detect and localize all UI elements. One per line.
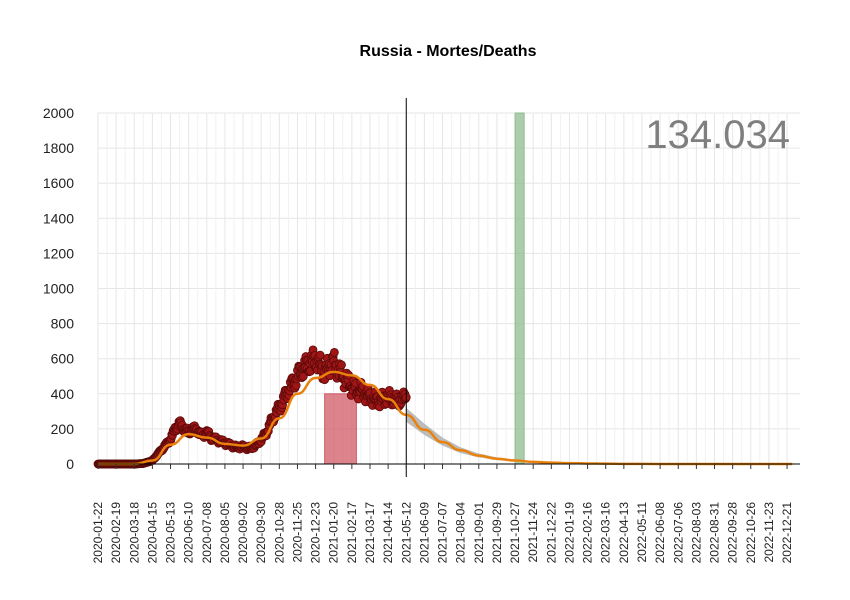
shaded-regions	[324, 112, 525, 465]
x-tick-label: 2022-08-03	[689, 502, 703, 564]
y-tick-label: 800	[51, 316, 75, 332]
daily-death-point	[315, 350, 325, 360]
x-tick-label: 2021-03-17	[363, 502, 377, 564]
y-tick-label: 2000	[43, 105, 74, 121]
x-tick-label: 2021-10-27	[508, 502, 522, 564]
x-tick-label: 2020-04-15	[145, 502, 159, 564]
fitted-curve-series	[97, 370, 793, 466]
x-tick-label: 2020-01-22	[91, 502, 105, 564]
x-tick-labels: 2020-01-22 2020-02-19 2020-03-18 2020-04-15…	[91, 464, 794, 563]
x-tick-label: 2022-02-16	[581, 502, 595, 564]
shaded-region	[514, 112, 525, 465]
x-tick-label: 2022-09-28	[726, 502, 740, 564]
x-tick-label: 2020-07-08	[200, 502, 214, 564]
x-tick-label: 2022-08-31	[708, 502, 722, 564]
y-tick-labels: 0 200 400 600 800 1000 1200 1400 1600 1800 2000	[43, 105, 74, 472]
grid-lines	[97, 112, 800, 465]
x-tick-label: 2020-02-19	[109, 502, 123, 564]
y-tick-label: 200	[51, 421, 75, 437]
x-tick-label: 2022-12-21	[780, 502, 794, 564]
x-tick-label: 2021-09-01	[472, 502, 486, 564]
x-tick-label: 2020-10-28	[272, 502, 286, 564]
y-tick-label: 600	[51, 351, 75, 367]
axes	[98, 98, 800, 477]
x-tick-label: 2022-04-13	[617, 502, 631, 564]
x-tick-label: 2021-06-09	[417, 502, 431, 564]
x-tick-label: 2020-05-13	[164, 502, 178, 564]
y-tick-label: 1400	[43, 210, 74, 226]
y-tick-label: 0	[66, 456, 74, 472]
x-tick-label: 2022-10-26	[744, 502, 758, 564]
shaded-region	[324, 393, 357, 465]
x-tick-label: 2022-01-19	[562, 502, 576, 564]
x-tick-label: 2021-05-12	[399, 502, 413, 564]
total-deaths-annotation: 134.034	[645, 113, 790, 157]
x-tick-label: 2021-09-29	[490, 502, 504, 564]
x-tick-label: 2021-11-24	[526, 502, 540, 563]
chart-title: Russia - Mortes/Deaths	[360, 43, 537, 60]
y-tick-label: 1000	[43, 281, 74, 297]
x-tick-label: 2020-08-05	[218, 502, 232, 564]
y-tick-label: 1600	[43, 175, 74, 191]
x-tick-label: 2021-01-20	[327, 502, 341, 564]
x-tick-label: 2022-03-16	[599, 502, 613, 564]
x-tick-label: 2021-04-14	[381, 502, 395, 564]
y-tick-label: 1200	[43, 245, 74, 261]
x-tick-label: 2020-06-10	[182, 502, 196, 564]
x-tick-label: 2021-08-04	[454, 502, 468, 564]
daily-death-point	[329, 347, 339, 357]
x-tick-label: 2020-03-18	[127, 502, 141, 564]
x-tick-label: 2020-11-25	[290, 502, 304, 563]
x-tick-label: 2022-06-08	[653, 502, 667, 564]
x-tick-label: 2021-07-07	[436, 502, 450, 564]
x-tick-label: 2021-12-22	[544, 502, 558, 564]
x-tick-label: 2022-05-11	[635, 502, 649, 563]
y-tick-label: 1800	[43, 140, 74, 156]
y-tick-label: 400	[51, 386, 75, 402]
x-tick-label: 2022-07-06	[671, 502, 685, 564]
x-tick-label: 2020-12-23	[309, 502, 323, 564]
daily-death-point	[337, 360, 346, 370]
x-tick-label: 2020-09-02	[236, 502, 250, 564]
x-tick-label: 2020-09-30	[254, 502, 268, 564]
fitted-curve-line	[97, 370, 793, 466]
x-tick-label: 2022-11-23	[762, 502, 776, 563]
x-tick-label: 2021-02-17	[345, 502, 359, 564]
